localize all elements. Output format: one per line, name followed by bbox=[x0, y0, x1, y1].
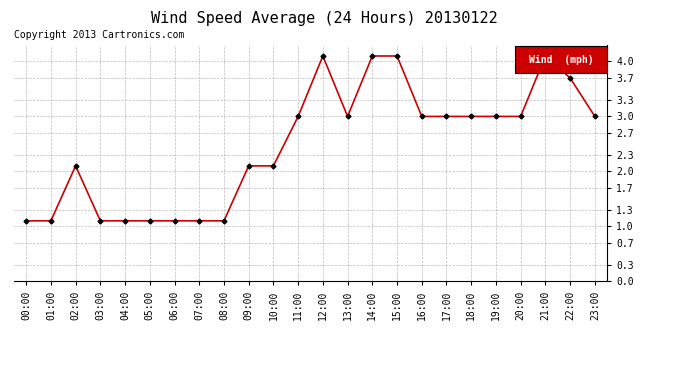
Text: Wind Speed Average (24 Hours) 20130122: Wind Speed Average (24 Hours) 20130122 bbox=[151, 11, 497, 26]
Text: Copyright 2013 Cartronics.com: Copyright 2013 Cartronics.com bbox=[14, 30, 184, 40]
FancyBboxPatch shape bbox=[515, 46, 607, 74]
Text: Wind  (mph): Wind (mph) bbox=[529, 55, 593, 65]
